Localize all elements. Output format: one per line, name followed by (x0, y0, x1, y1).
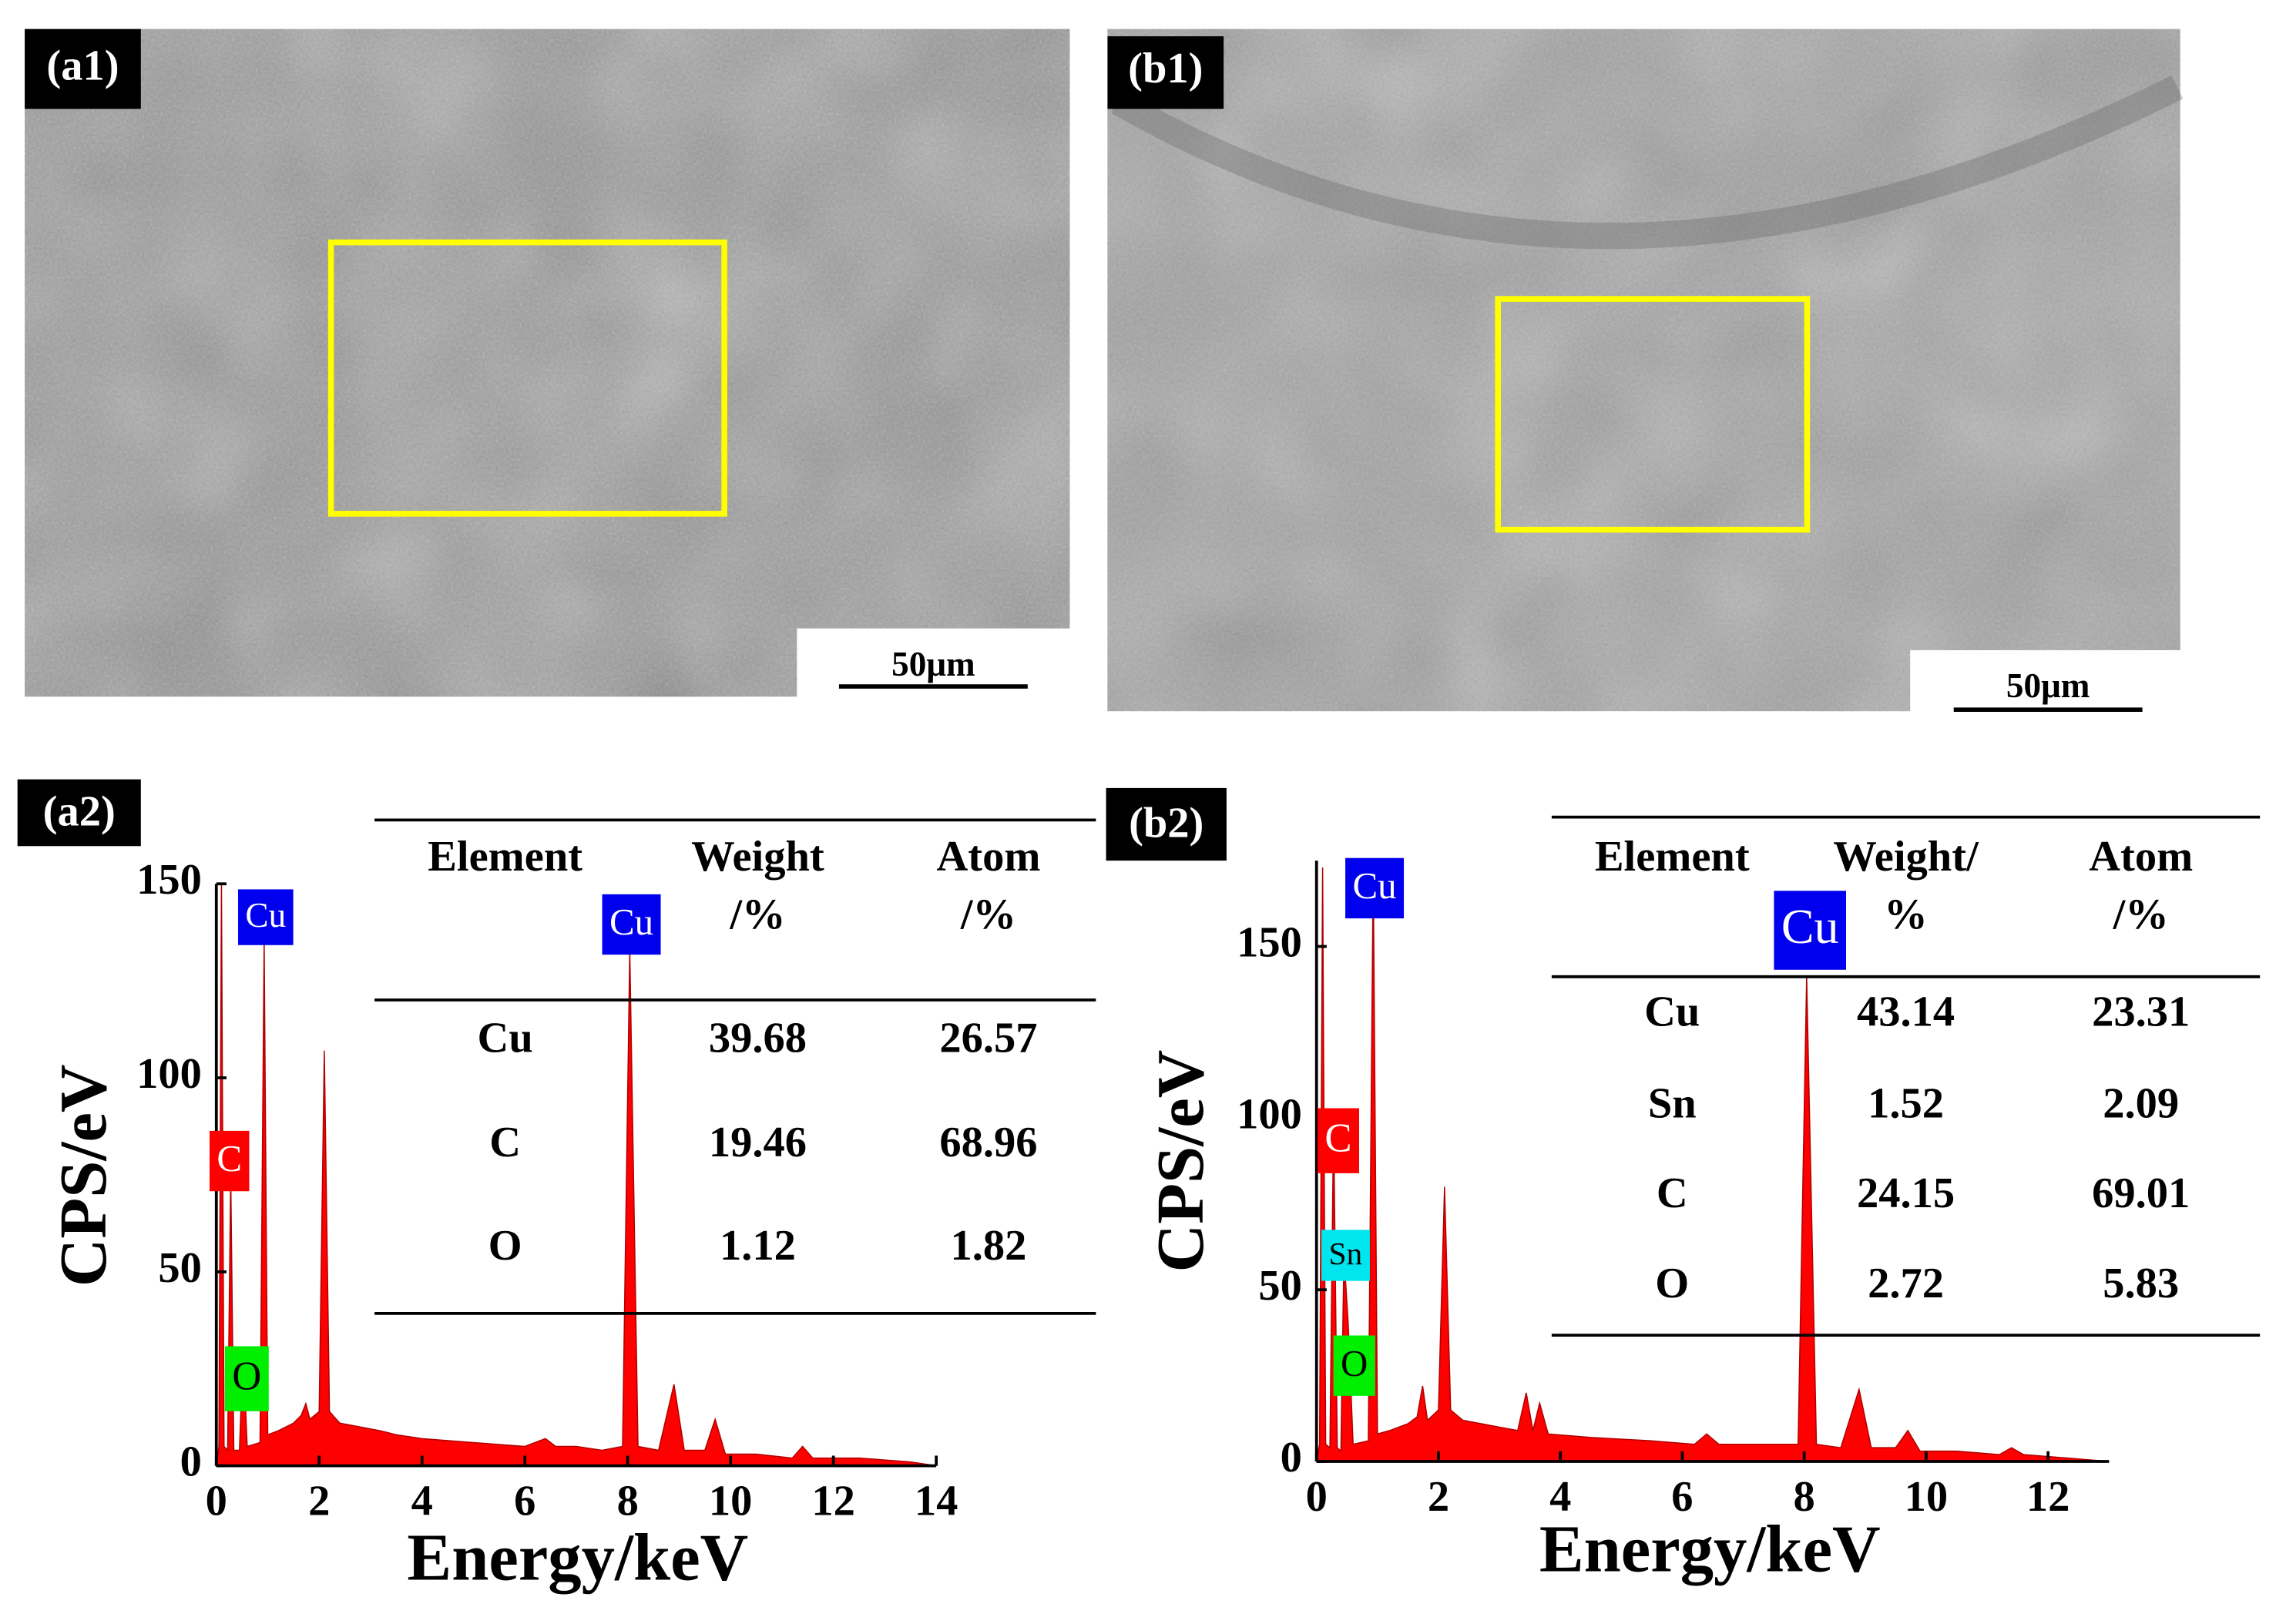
x-tick-label: 12 (2026, 1473, 2070, 1521)
table-cell: 39.68 (709, 1015, 807, 1062)
peak-label-box (602, 894, 661, 955)
y-axis-label: CPS/eV (1143, 1050, 1217, 1273)
y-tick-label: 50 (1258, 1262, 1302, 1310)
y-axis-label: CPS/eV (46, 1065, 120, 1287)
peak-label: C (217, 1137, 242, 1179)
table-cell: Cu (478, 1015, 533, 1062)
scale-bar-label: 50μm (891, 645, 975, 683)
table-cell: Cu (1644, 988, 1700, 1036)
table-cell: 1.52 (1868, 1079, 1944, 1127)
x-tick-label: 10 (709, 1477, 753, 1525)
x-tick-label: 0 (1306, 1473, 1328, 1521)
table-cell: 1.82 (951, 1222, 1027, 1270)
table-cell: 68.96 (939, 1119, 1037, 1166)
peak-label-box (1317, 1108, 1359, 1173)
peak-label-box (1321, 1230, 1370, 1281)
table-cell: C (1657, 1169, 1688, 1217)
eds-spectrum-panel: 0 50 100 150 0 2 4 6 8 10 12 Energy/keV CPS/eV (b2) Cu… (1106, 787, 2261, 1585)
panel-label-box (1106, 787, 1227, 861)
peak-label-box (1333, 1335, 1375, 1396)
table-cell: 69.01 (2092, 1169, 2190, 1217)
y-tick-label: 0 (1281, 1434, 1302, 1481)
y-tick-label: 100 (1237, 1090, 1302, 1138)
sem-image-a1 (25, 29, 1073, 700)
x-tick-label: 4 (1549, 1473, 1571, 1521)
table-header: Atom (2089, 833, 2193, 881)
peak-label-box (1345, 857, 1405, 919)
eds-spectrum-panel: 0 50 100 150 0 2 4 6 8 10 12 14 Energy/keV CPS/eV (a2)… (17, 779, 1096, 1595)
peak-label-box (238, 889, 294, 945)
spectrum-area (215, 884, 937, 1467)
sem-image-b1 (1107, 29, 2184, 714)
peak-label: Cu (609, 901, 653, 943)
x-tick-label: 4 (411, 1477, 433, 1525)
table-header: Atom (936, 833, 1040, 881)
x-tick-label: 8 (617, 1477, 639, 1525)
table-cell: 26.57 (939, 1015, 1037, 1062)
table-header: /% (2113, 891, 2169, 938)
panel-label: (a1) (46, 42, 119, 89)
peak-label: O (232, 1354, 261, 1399)
table-header: Element (428, 833, 582, 881)
panel-label-box (17, 779, 141, 847)
peak-label: O (1341, 1342, 1368, 1384)
panel-label: (b1) (1128, 45, 1203, 92)
x-tick-label: 12 (811, 1477, 855, 1525)
peak-label: Cu (1352, 864, 1396, 907)
peak-label: Cu (245, 896, 286, 934)
scale-bar-label: 50μm (2006, 666, 2090, 705)
y-tick-label: 50 (158, 1244, 202, 1292)
table-header: Element (1595, 833, 1750, 881)
table-header: /% (960, 891, 1016, 938)
table-cell: O (1655, 1260, 1689, 1307)
x-tick-label: 6 (514, 1477, 535, 1525)
table-header: % (1884, 891, 1928, 938)
y-tick-label: 150 (136, 856, 202, 904)
table-cell: 1.12 (720, 1222, 796, 1270)
peak-label-box (1774, 891, 1847, 970)
table-header: Weight (691, 833, 824, 881)
peak-label-box (209, 1130, 250, 1192)
x-tick-label: 0 (206, 1477, 227, 1525)
x-tick-label: 14 (915, 1477, 958, 1525)
table-header: Weight/ (1833, 833, 1979, 881)
table-cell: 5.83 (2103, 1260, 2179, 1307)
peak-label-box (224, 1346, 269, 1411)
y-tick-label: 0 (180, 1438, 202, 1486)
x-axis-label: Energy/keV (407, 1521, 748, 1595)
table-cell: O (488, 1222, 522, 1270)
y-tick-label: 100 (136, 1050, 202, 1098)
peak-label: Cu (1781, 899, 1839, 954)
x-tick-label: 2 (1428, 1473, 1449, 1521)
peak-label: C (1324, 1116, 1351, 1161)
table-cell: 24.15 (1857, 1169, 1955, 1217)
table-cell: 2.09 (2103, 1079, 2179, 1127)
panel-label: (a2) (43, 788, 116, 836)
table-header: /% (729, 891, 785, 938)
table-cell: Sn (1648, 1079, 1697, 1127)
x-tick-label: 2 (308, 1477, 330, 1525)
x-tick-label: 6 (1671, 1473, 1693, 1521)
table-cell: C (489, 1119, 521, 1166)
y-tick-label: 150 (1237, 918, 1302, 966)
peak-label: Sn (1329, 1236, 1363, 1271)
panel-label: (b2) (1129, 800, 1203, 847)
table-cell: 43.14 (1857, 988, 1955, 1036)
table-cell: 23.31 (2092, 988, 2190, 1036)
x-tick-label: 10 (1905, 1473, 1949, 1521)
spectrum-area (1315, 867, 2110, 1462)
x-axis-label: Energy/keV (1539, 1512, 1881, 1585)
x-tick-label: 8 (1794, 1473, 1815, 1521)
table-cell: 2.72 (1868, 1260, 1944, 1307)
table-cell: 19.46 (709, 1119, 807, 1166)
